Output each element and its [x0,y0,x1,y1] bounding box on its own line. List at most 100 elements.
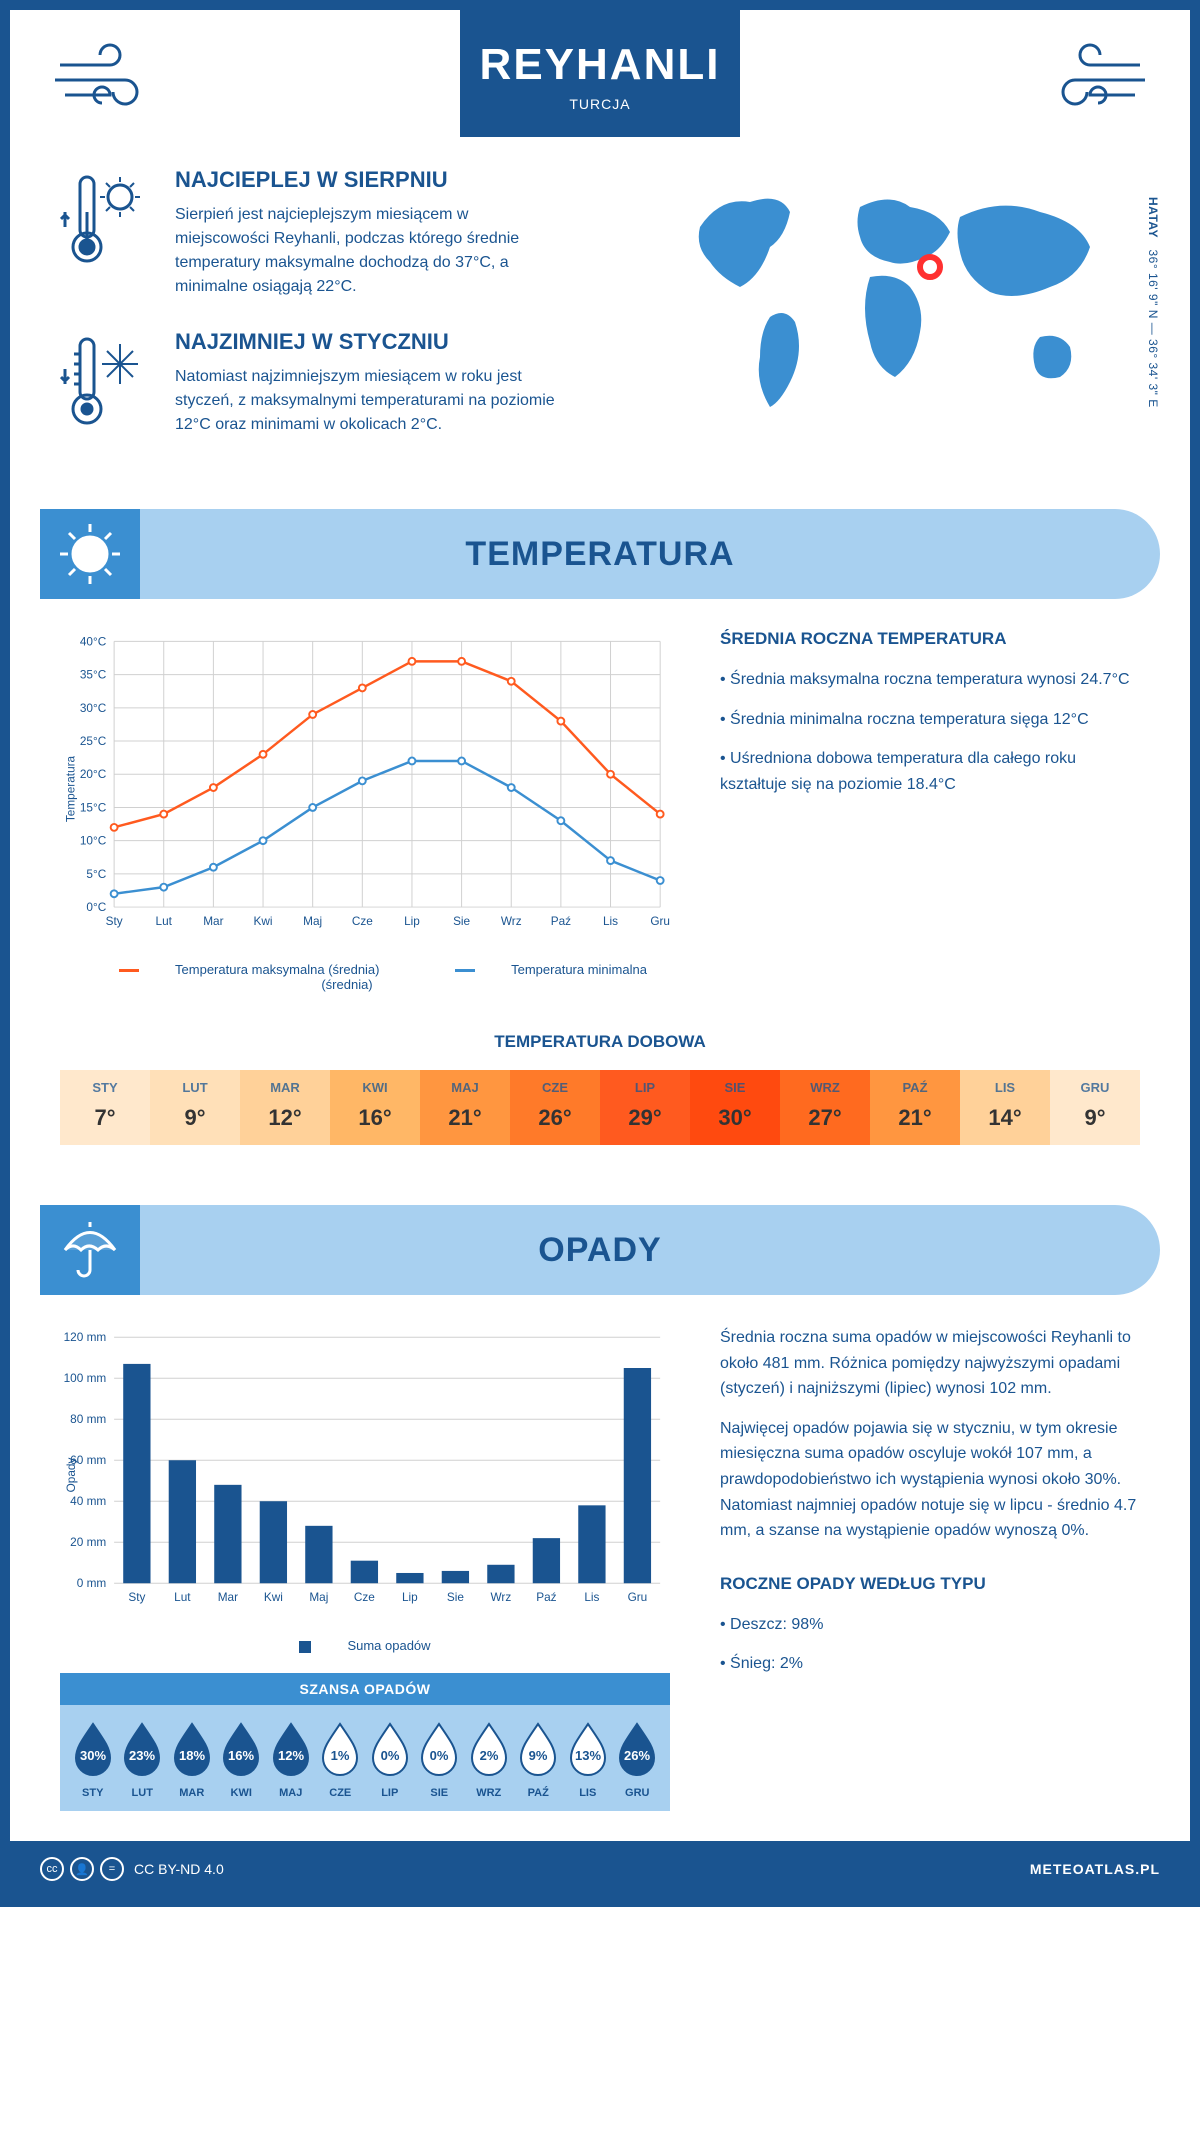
svg-text:Wrz: Wrz [501,914,522,928]
temp-bullet-2: • Średnia minimalna roczna temperatura s… [720,707,1140,733]
dobowa-cell: MAJ21° [420,1070,510,1145]
svg-text:0%: 0% [430,1748,449,1763]
fact-hot-text: Sierpień jest najcieplejszym miesiącem w… [175,203,555,299]
temperature-section-header: TEMPERATURA [40,509,1160,599]
svg-text:100 mm: 100 mm [64,1371,107,1385]
thermometer-sun-icon [60,167,150,299]
svg-text:Mar: Mar [218,1590,238,1604]
svg-text:35°C: 35°C [80,668,107,682]
cc-icons: cc👤= [40,1857,124,1881]
svg-text:0%: 0% [380,1748,399,1763]
chance-drop: 18% MAR [167,1720,217,1799]
svg-text:0°C: 0°C [86,900,106,914]
precip-type-rain: • Deszcz: 98% [720,1612,1140,1638]
svg-text:Paź: Paź [536,1590,556,1604]
temp-bullet-3: • Uśredniona dobowa temperatura dla całe… [720,746,1140,797]
svg-text:9%: 9% [529,1748,548,1763]
precip-text-2: Najwięcej opadów pojawia się w styczniu,… [720,1416,1140,1544]
svg-text:26%: 26% [624,1748,650,1763]
license-text: CC BY-ND 4.0 [134,1861,224,1877]
sun-icon [40,509,140,599]
svg-text:Lut: Lut [174,1590,191,1604]
dobowa-cell: LIS14° [960,1070,1050,1145]
temperature-title: TEMPERATURA [465,535,734,574]
umbrella-icon [40,1205,140,1295]
chance-title: SZANSA OPADÓW [60,1673,670,1705]
chance-drop: 12% MAJ [266,1720,316,1799]
svg-text:Cze: Cze [354,1590,375,1604]
dobowa-cell: MAR12° [240,1070,330,1145]
svg-text:Gru: Gru [650,914,670,928]
page-header: REYHANLI TURCJA [460,10,741,137]
svg-text:Sie: Sie [453,914,470,928]
svg-text:120 mm: 120 mm [64,1330,107,1344]
svg-text:Lut: Lut [156,914,173,928]
svg-text:Lis: Lis [603,914,618,928]
chance-drop: 16% KWI [217,1720,267,1799]
svg-text:Gru: Gru [628,1590,648,1604]
fact-hot-title: NAJCIEPLEJ W SIERPNIU [175,167,555,193]
chance-drop: 9% PAŹ [514,1720,564,1799]
svg-text:Sty: Sty [128,1590,145,1604]
svg-text:Maj: Maj [303,914,322,928]
svg-text:10°C: 10°C [80,834,107,848]
chance-drop: 23% LUT [118,1720,168,1799]
chance-drop: 13% LIS [563,1720,613,1799]
site-name: METEOATLAS.PL [1030,1861,1160,1877]
city-title: REYHANLI [480,40,721,90]
wind-icon-left [40,10,180,130]
svg-text:80 mm: 80 mm [70,1412,106,1426]
chance-drop: 0% SIE [415,1720,465,1799]
fact-cold-text: Natomiast najzimniejszym miesiącem w rok… [175,365,555,437]
temp-bullet-1: • Średnia maksymalna roczna temperatura … [720,667,1140,693]
dobowa-cell: CZE26° [510,1070,600,1145]
svg-text:Kwi: Kwi [264,1590,283,1604]
svg-text:15°C: 15°C [80,800,107,814]
precipitation-chance-panel: SZANSA OPADÓW 30% STY 23% LUT 18% MAR 16… [60,1673,670,1811]
svg-text:40 mm: 40 mm [70,1494,106,1508]
svg-text:1%: 1% [331,1748,350,1763]
svg-text:20 mm: 20 mm [70,1535,106,1549]
svg-text:30%: 30% [80,1748,106,1763]
svg-text:2%: 2% [479,1748,498,1763]
svg-text:20°C: 20°C [80,767,107,781]
svg-text:23%: 23% [129,1748,155,1763]
svg-text:12%: 12% [278,1748,304,1763]
dobowa-cell: GRU9° [1050,1070,1140,1145]
dobowa-cell: SIE30° [690,1070,780,1145]
daily-temperature-table: TEMPERATURA DOBOWA STY7°LUT9°MAR12°KWI16… [10,1022,1190,1185]
chance-drop: 1% CZE [316,1720,366,1799]
avg-temp-title: ŚREDNIA ROCZNA TEMPERATURA [720,629,1140,649]
svg-text:Temperatura: Temperatura [64,755,78,822]
precip-type-title: ROCZNE OPADY WEDŁUG TYPU [720,1574,1140,1594]
world-map: HATAY 36° 16' 9" N — 36° 34' 3" E [660,167,1140,469]
svg-text:Cze: Cze [352,914,373,928]
dobowa-cell: STY7° [60,1070,150,1145]
svg-text:30°C: 30°C [80,701,107,715]
svg-text:0 mm: 0 mm [77,1576,107,1590]
svg-text:Wrz: Wrz [491,1590,512,1604]
svg-text:Maj: Maj [309,1590,328,1604]
dobowa-cell: LUT9° [150,1070,240,1145]
precip-text-1: Średnia roczna suma opadów w miejscowośc… [720,1325,1140,1402]
chance-drop: 26% GRU [613,1720,663,1799]
svg-text:40°C: 40°C [80,634,107,648]
svg-text:Sie: Sie [447,1590,464,1604]
thermometer-snow-icon [60,329,150,439]
temperature-legend: Temperatura maksymalna (średnia) Tempera… [60,962,670,992]
svg-text:Lip: Lip [402,1590,418,1604]
precipitation-title: OPADY [538,1231,661,1270]
fact-coldest: NAJZIMNIEJ W STYCZNIU Natomiast najzimni… [60,329,620,439]
svg-text:25°C: 25°C [80,734,107,748]
dobowa-cell: LIP29° [600,1070,690,1145]
wind-icon-right [1020,10,1160,130]
coordinates-text: HATAY 36° 16' 9" N — 36° 34' 3" E [1146,197,1160,408]
precip-type-snow: • Śnieg: 2% [720,1651,1140,1677]
country-subtitle: TURCJA [480,96,721,112]
dobowa-cell: WRZ27° [780,1070,870,1145]
svg-text:Paź: Paź [551,914,571,928]
svg-text:Lip: Lip [404,914,420,928]
chance-drop: 30% STY [68,1720,118,1799]
svg-text:Kwi: Kwi [254,914,273,928]
dobowa-cell: PAŹ21° [870,1070,960,1145]
